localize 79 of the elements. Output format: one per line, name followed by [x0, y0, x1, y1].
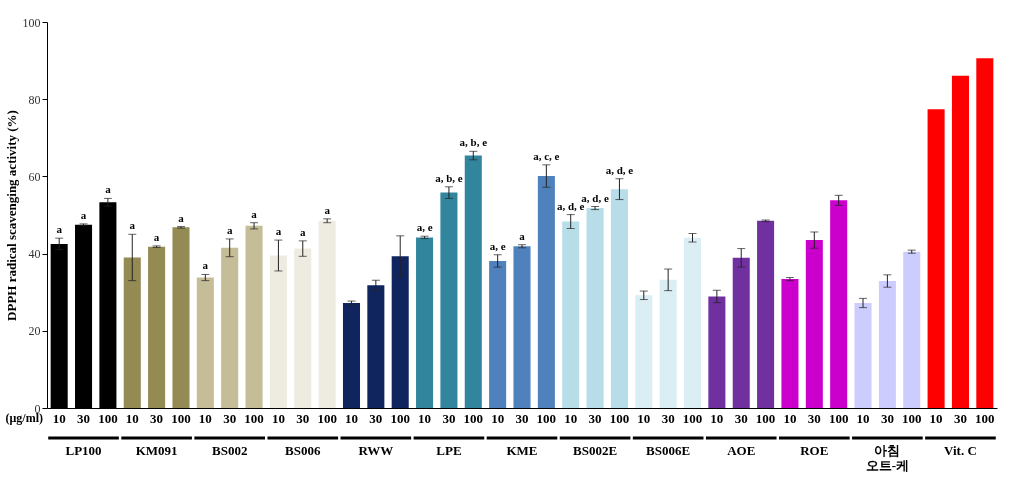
- x-axis-title: (μg/ml): [5, 411, 43, 425]
- data-label: a: [324, 203, 331, 216]
- x-tick-label: 10: [52, 410, 66, 426]
- x-tick-label: 100: [682, 410, 703, 426]
- x-tick-label: 30: [369, 410, 383, 426]
- data-label: a: [105, 183, 112, 196]
- x-tick-label: 30: [296, 410, 310, 426]
- text: LPE: [436, 443, 462, 458]
- x-tick-label: 100: [901, 410, 922, 426]
- data-label: a: [251, 207, 258, 220]
- data-label: a, c, e: [533, 149, 560, 162]
- x-tick-label: 100: [317, 410, 337, 426]
- x-tick-label: 100: [755, 410, 776, 426]
- x-tick-label: 30: [661, 410, 675, 426]
- data-label: a: [226, 223, 233, 236]
- text: BS006: [285, 443, 321, 458]
- x-tick-label: 100: [828, 410, 849, 426]
- data-label: a: [129, 219, 136, 232]
- text: 아침 오트-케: [865, 443, 910, 473]
- text: BS002: [211, 443, 248, 458]
- x-tick-label: 10: [856, 410, 870, 426]
- text: ROE: [800, 443, 829, 458]
- text: BS006E: [646, 443, 691, 458]
- data-label: a: [202, 259, 209, 272]
- data-label: a, d, e: [581, 191, 609, 204]
- text: BS002E: [573, 443, 618, 458]
- x-tick-label: 30: [223, 410, 237, 426]
- x-tick-label: 100: [609, 410, 630, 426]
- data-label: a: [300, 225, 307, 238]
- text: RWW: [358, 443, 394, 458]
- x-tick-label: 30: [734, 410, 748, 426]
- x-tick-label: 100: [390, 410, 410, 426]
- x-tick-label: 30: [953, 410, 967, 426]
- text: KM091: [135, 443, 178, 458]
- x-tick-label: 30: [150, 410, 164, 426]
- x-tick-label: 10: [564, 410, 578, 426]
- x-tick-label: 30: [880, 410, 894, 426]
- y-tick-label: 20: [28, 324, 41, 339]
- data-label: a, d, e: [605, 163, 634, 176]
- data-label: a, b, e: [435, 171, 463, 184]
- data-label: a: [178, 211, 185, 224]
- x-tick-label: 10: [198, 410, 212, 426]
- x-tick-label: 10: [491, 410, 505, 426]
- y-axis-title: DPPH radical scavenging activity (%): [3, 110, 19, 321]
- data-label: a: [153, 230, 160, 243]
- y-tick-label: 60: [28, 169, 41, 184]
- data-label: a: [80, 208, 87, 221]
- x-tick-label: 100: [171, 410, 191, 426]
- x-tick-label: 30: [807, 410, 821, 426]
- data-label: a, b, e: [459, 136, 488, 149]
- x-tick-label: 100: [98, 410, 118, 426]
- x-tick-label: 10: [710, 410, 724, 426]
- x-tick-label: 100: [463, 410, 484, 426]
- data-label: a, e: [489, 239, 506, 252]
- y-tick-label: 100: [22, 15, 41, 30]
- x-tick-label: 100: [975, 410, 995, 426]
- x-tick-label: 10: [125, 410, 139, 426]
- x-tick-label: 10: [637, 410, 651, 426]
- x-tick-label: 10: [344, 410, 358, 426]
- y-tick-label: 80: [28, 92, 41, 107]
- x-tick-label: 10: [271, 410, 285, 426]
- x-tick-label: 100: [244, 410, 264, 426]
- text: LP100: [65, 443, 102, 458]
- text: KME: [506, 443, 538, 458]
- data-label: a: [56, 223, 63, 236]
- text: Vit. C: [944, 443, 977, 458]
- x-tick-label: 10: [783, 410, 797, 426]
- x-tick-label: 10: [418, 410, 432, 426]
- data-label: a: [519, 229, 526, 242]
- x-tick-label: 30: [515, 410, 529, 426]
- data-label: a, e: [416, 221, 433, 234]
- text: AOE: [727, 443, 756, 458]
- data-label: a: [275, 225, 282, 238]
- x-tick-label: 10: [929, 410, 943, 426]
- x-tick-label: 30: [588, 410, 602, 426]
- x-tick-label: 30: [77, 410, 91, 426]
- x-tick-label: 30: [442, 410, 456, 426]
- x-tick-label: 100: [536, 410, 557, 426]
- y-tick-label: 40: [28, 247, 41, 262]
